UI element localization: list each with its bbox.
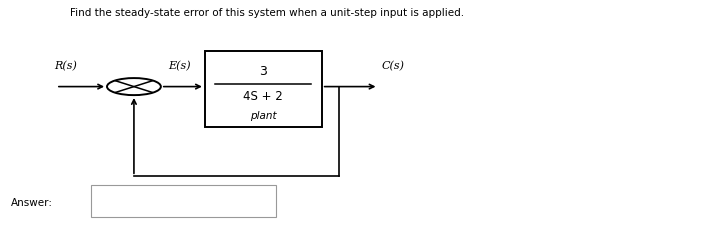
Text: Find the steady-state error of this system when a unit-step input is applied.: Find the steady-state error of this syst…: [70, 8, 464, 18]
Text: E(s): E(s): [168, 61, 191, 71]
Text: C(s): C(s): [382, 61, 405, 71]
Text: plant: plant: [250, 111, 276, 121]
Text: Answer:: Answer:: [10, 198, 53, 208]
Bar: [91, 185, 276, 217]
Bar: [204, 51, 322, 127]
Text: 3: 3: [259, 65, 267, 78]
Text: R(s): R(s): [55, 61, 78, 71]
Text: 4S + 2: 4S + 2: [243, 90, 283, 103]
